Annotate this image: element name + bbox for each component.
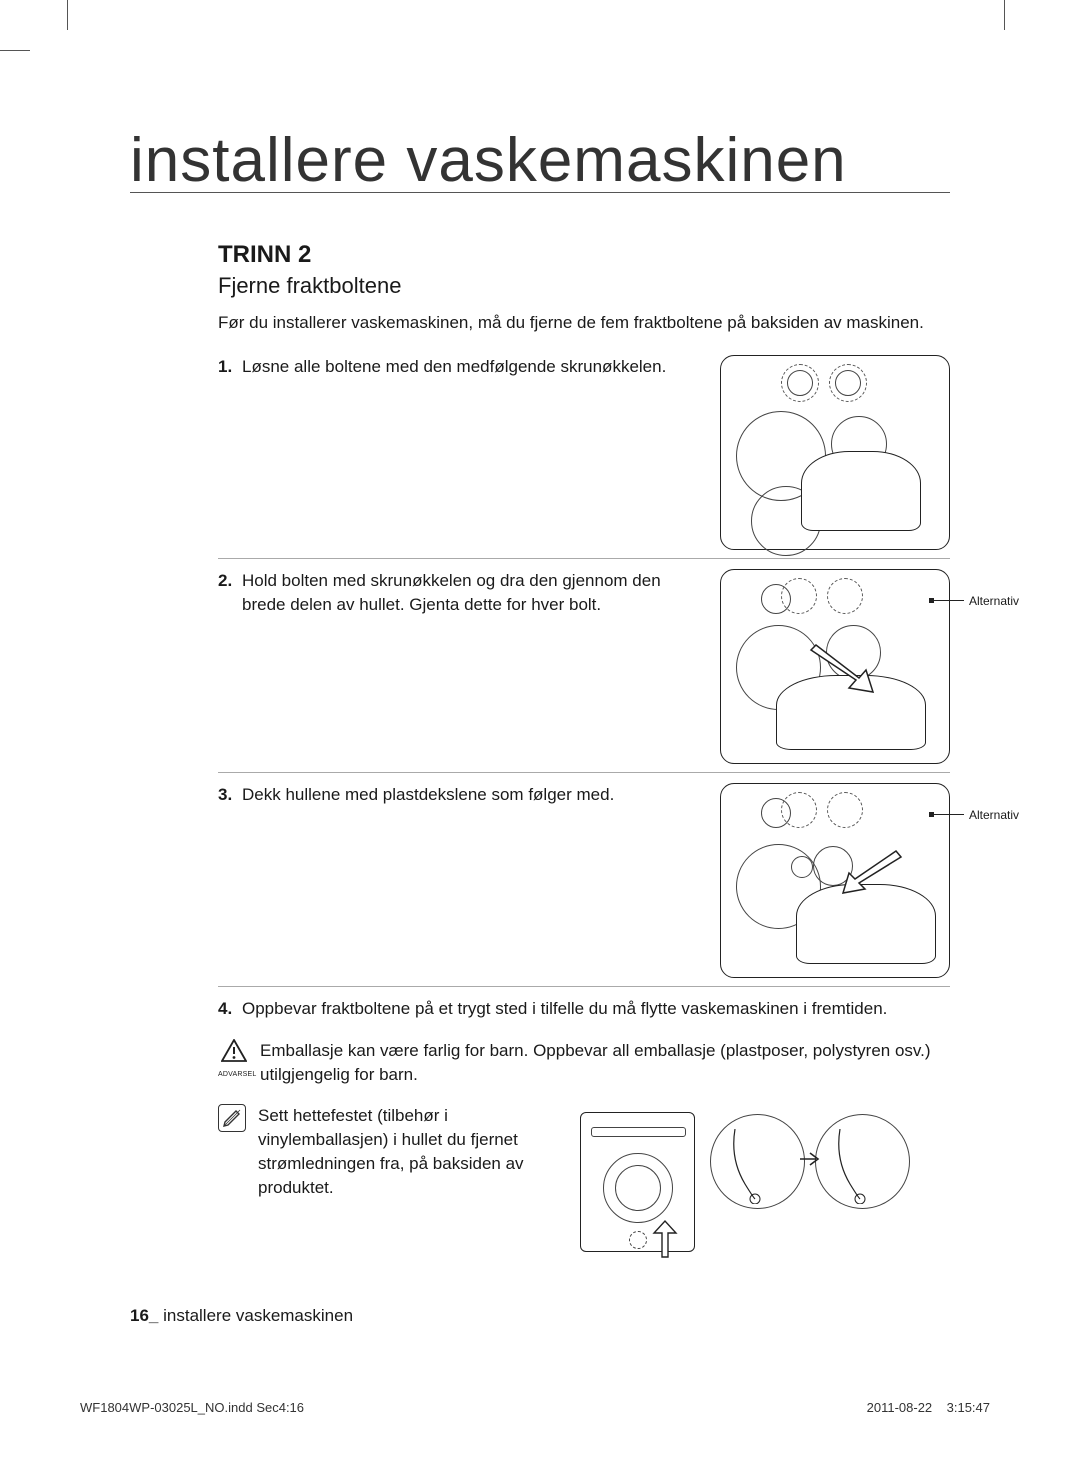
leader-line xyxy=(932,600,964,601)
step-item: 4. Oppbevar fraktboltene på et trygt ste… xyxy=(218,997,950,1029)
item-body: Løsne alle boltene med den medfølgende s… xyxy=(242,355,666,379)
crop-marks xyxy=(0,0,1080,60)
item-number: 2. xyxy=(218,569,236,617)
title-rule: installere vaskemaskinen xyxy=(130,130,950,193)
item-number: 4. xyxy=(218,997,236,1021)
item-body: Dekk hullene med plastdekslene som følge… xyxy=(242,783,614,807)
item-body: Hold bolten med skrunøkkelen og dra den … xyxy=(242,569,702,617)
arrow-icon xyxy=(640,1219,690,1259)
print-slug: WF1804WP-03025L_NO.indd Sec4:16 2011-08-… xyxy=(80,1400,990,1415)
item-number: 1. xyxy=(218,355,236,379)
illustration-insert-caps: Alternativ xyxy=(720,783,950,978)
warning-block: ADVARSEL Emballasje kan være farlig for … xyxy=(218,1039,950,1087)
illustration-cap-holder xyxy=(580,1104,910,1264)
cord-icon xyxy=(830,1129,895,1204)
cord-icon xyxy=(725,1129,790,1204)
illustration-pull-bolt: Alternativ xyxy=(720,569,950,764)
arrow-icon xyxy=(798,1149,826,1169)
page-content: installere vaskemaskinen TRINN 2 Fjerne … xyxy=(0,0,1080,1324)
warning-label: ADVARSEL xyxy=(218,1070,250,1080)
item-number: 3. xyxy=(218,783,236,807)
alternative-label: Alternativ xyxy=(969,808,1019,822)
step-number: TRINN 2 xyxy=(218,241,950,269)
alternative-label: Alternativ xyxy=(969,594,1019,608)
leader-line xyxy=(932,814,964,815)
warning-icon: ADVARSEL xyxy=(218,1039,250,1087)
page-title: installere vaskemaskinen xyxy=(130,130,950,192)
note-block: Sett hettefestet (tilbehør i vinylemball… xyxy=(218,1104,950,1264)
step-item-text: 3. Dekk hullene med plastdekslene som fø… xyxy=(218,783,702,807)
print-filename: WF1804WP-03025L_NO.indd Sec4:16 xyxy=(80,1400,304,1415)
step-intro: Før du installerer vaskemaskinen, må du … xyxy=(218,313,950,333)
note-icon xyxy=(218,1104,246,1132)
note-text: Sett hettefestet (tilbehør i vinylemball… xyxy=(258,1104,568,1199)
arrow-icon xyxy=(801,640,891,700)
step-item: 3. Dekk hullene med plastdekslene som fø… xyxy=(218,783,950,987)
step-item-text: 4. Oppbevar fraktboltene på et trygt ste… xyxy=(218,997,950,1021)
footer-section-name: installere vaskemaskinen xyxy=(163,1306,353,1325)
footer-page-number: 16_ xyxy=(130,1306,158,1325)
arrow-icon xyxy=(841,849,911,899)
print-time: 3:15:47 xyxy=(947,1400,990,1415)
print-date: 2011-08-22 xyxy=(867,1400,933,1415)
step-item-text: 2. Hold bolten med skrunøkkelen og dra d… xyxy=(218,569,702,617)
page-footer: 16_ installere vaskemaskinen xyxy=(130,1306,353,1326)
warning-text: Emballasje kan være farlig for barn. Opp… xyxy=(260,1039,950,1087)
illustration-loosen-bolts xyxy=(720,355,950,550)
step-item: 1. Løsne alle boltene med den medfølgend… xyxy=(218,355,950,559)
item-body: Oppbevar fraktboltene på et trygt sted i… xyxy=(242,997,887,1021)
step-subtitle: Fjerne fraktboltene xyxy=(218,273,950,299)
step-item-text: 1. Løsne alle boltene med den medfølgend… xyxy=(218,355,702,379)
step-item: 2. Hold bolten med skrunøkkelen og dra d… xyxy=(218,569,950,773)
